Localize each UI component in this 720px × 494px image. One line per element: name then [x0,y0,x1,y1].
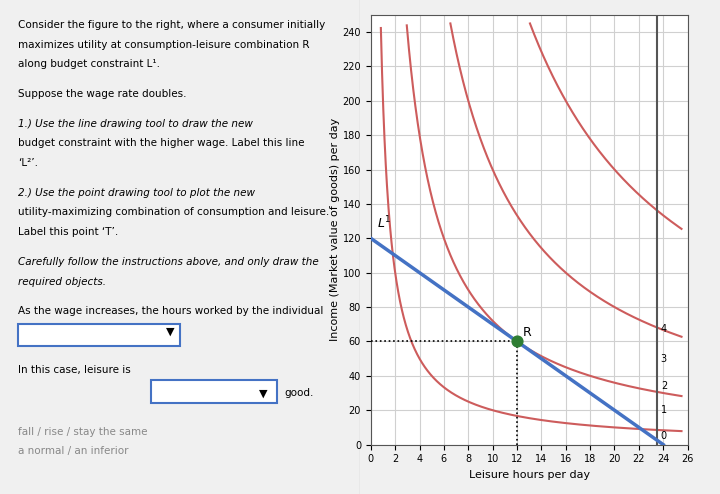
Text: utility-maximizing combination of consumption and leisure.: utility-maximizing combination of consum… [18,207,329,217]
Text: a normal / an inferior: a normal / an inferior [18,447,128,456]
Text: In this case, leisure is: In this case, leisure is [18,365,131,375]
Text: fall / rise / stay the same: fall / rise / stay the same [18,427,148,437]
Y-axis label: Income (Market value of goods) per day: Income (Market value of goods) per day [330,118,340,341]
Text: 1: 1 [661,405,667,415]
Text: good.: good. [284,388,314,398]
Text: Carefully follow the instructions above, and only draw the: Carefully follow the instructions above,… [18,257,319,267]
Text: 0: 0 [661,431,667,441]
Text: R: R [523,327,532,339]
Text: along budget constraint L¹.: along budget constraint L¹. [18,59,160,69]
X-axis label: Leisure hours per day: Leisure hours per day [469,470,590,480]
FancyBboxPatch shape [151,380,277,403]
Text: budget constraint with the higher wage. Label this line: budget constraint with the higher wage. … [18,138,305,148]
Text: $L^1$: $L^1$ [377,214,392,231]
Text: 1.) Use the line drawing tool to draw the new: 1.) Use the line drawing tool to draw th… [18,119,253,128]
Text: 2.) Use the point drawing tool to plot the new: 2.) Use the point drawing tool to plot t… [18,188,255,198]
Text: 2: 2 [661,381,667,391]
Text: Consider the figure to the right, where a consumer initially: Consider the figure to the right, where … [18,20,325,30]
Text: ‘L²’.: ‘L²’. [18,158,38,168]
Text: maximizes utility at consumption-leisure combination R: maximizes utility at consumption-leisure… [18,40,310,49]
Text: required objects.: required objects. [18,277,106,287]
Text: 4: 4 [661,325,667,334]
Text: Label this point ‘T’.: Label this point ‘T’. [18,227,118,237]
FancyBboxPatch shape [18,324,180,346]
Text: 3: 3 [661,354,667,364]
Text: ▼: ▼ [259,389,268,399]
Text: As the wage increases, the hours worked by the individual: As the wage increases, the hours worked … [18,306,323,316]
Text: ▼: ▼ [166,327,174,337]
Text: Suppose the wage rate doubles.: Suppose the wage rate doubles. [18,89,186,99]
Point [511,337,523,345]
